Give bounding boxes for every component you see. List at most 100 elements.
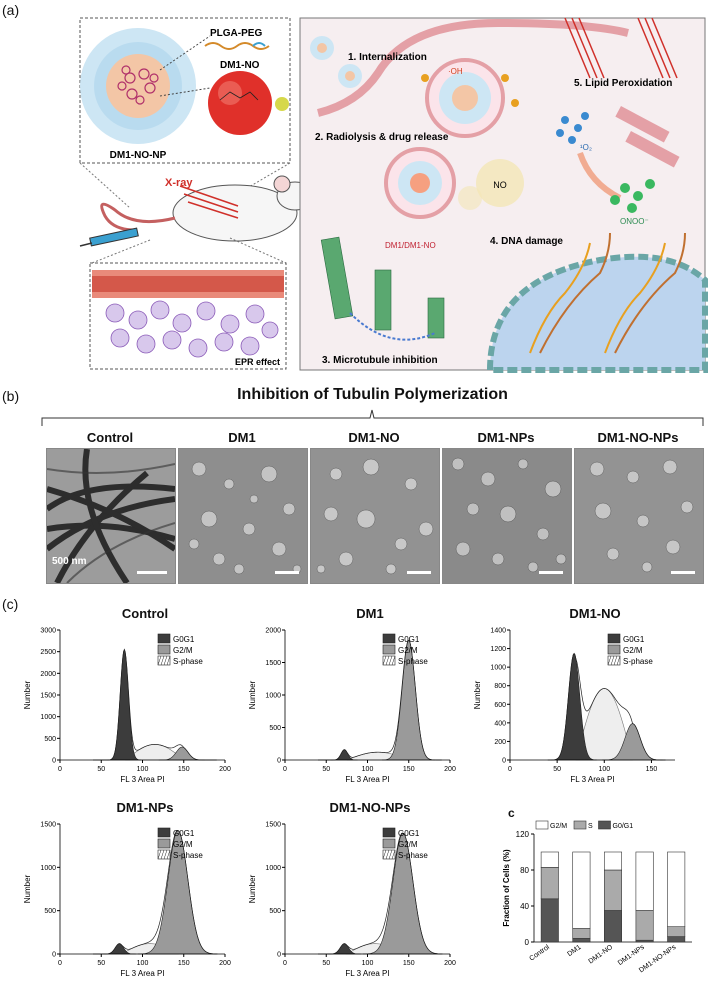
legend-hatch	[388, 655, 393, 666]
legend-hatch	[385, 655, 390, 666]
legend-label: S-phase	[398, 851, 428, 860]
legend-hatch	[166, 655, 171, 666]
legend-hatch	[388, 849, 393, 860]
legend-swatch	[382, 633, 396, 644]
y-axis-label: Number	[248, 680, 257, 709]
legend-hatch	[613, 655, 618, 666]
hist-title-control: Control	[121, 606, 169, 621]
y-axis-label: Number	[473, 680, 482, 709]
x-tick-label: 100	[137, 960, 149, 967]
species-o2: ¹O₂	[580, 143, 592, 152]
x-tick-label: 0	[283, 960, 287, 967]
x-tick-label: 200	[219, 960, 231, 967]
tem-image-dm1-no	[310, 448, 440, 584]
y-tick-label: 0	[52, 952, 56, 959]
bar-legend-label: G0/G1	[613, 823, 634, 830]
x-tick-label: 150	[403, 766, 415, 773]
histogram-envelope	[547, 652, 666, 761]
bar-segment-g0g1	[604, 910, 622, 943]
y-axis-label: Number	[23, 874, 32, 903]
tem-label-dm1-no-nps: DM1-NO-NPs	[597, 430, 679, 445]
tem-image-control	[46, 448, 176, 584]
x-tick-label: 50	[322, 960, 330, 967]
x-tick-label: 150	[646, 766, 658, 773]
tem-label-control: Control	[86, 430, 134, 445]
legend-hatch	[607, 655, 612, 666]
panel-b-bracket	[41, 409, 704, 426]
x-tick-label: 100	[362, 960, 374, 967]
tem-label-dm1: DM1	[228, 430, 256, 445]
step-radiolysis: 2. Radiolysis & drug release	[315, 132, 449, 143]
panel-b-title: Inhibition of Tubulin Polymerization	[237, 386, 508, 403]
step-internalization: 1. Internalization	[348, 52, 427, 63]
species-no: NO	[493, 180, 507, 190]
histogram-envelope	[93, 830, 217, 955]
mouse-body	[172, 184, 298, 242]
polymer-label: PLGA-PEG	[210, 28, 262, 39]
dm1-no-molecule	[208, 71, 272, 135]
syringe	[89, 227, 139, 247]
legend-hatch	[616, 655, 621, 666]
y-axis-label: Number	[248, 874, 257, 903]
legend-label: S-phase	[173, 657, 203, 666]
x-tick-label: 200	[444, 960, 456, 967]
legend-label: S-phase	[398, 657, 428, 666]
species-oh: ·OH	[448, 67, 463, 76]
hist-title-dm1-no-nps: DM1-NO-NPs	[329, 800, 411, 815]
bar-legend-swatch	[598, 820, 611, 830]
y-tick-label: 0	[52, 758, 56, 765]
x-tick-label: 0	[283, 766, 287, 773]
x-tick-label: 0	[58, 766, 62, 773]
np-core	[106, 54, 170, 118]
legend-hatch	[610, 655, 615, 666]
bar-legend-swatch	[535, 820, 549, 830]
y-tick-label: 1000	[265, 865, 281, 872]
bar-y-tick-label: 120	[516, 830, 530, 839]
scale-bar-label: 500 nm	[52, 556, 87, 567]
legend-hatch	[385, 849, 390, 860]
histogram-dm1: 0 500 1000 1500 2000 0 50 100 150 200 FL 3 Area PI…	[248, 628, 456, 785]
bar-y-tick-label: 80	[520, 866, 529, 875]
legend-label: G2/M	[398, 646, 418, 655]
x-tick-label: 50	[97, 960, 105, 967]
legend-swatch	[157, 849, 171, 860]
y-tick-label: 1000	[40, 714, 56, 721]
legend-swatch	[157, 633, 171, 644]
xray-label: X-ray	[165, 177, 193, 189]
legend-label: G2/M	[173, 840, 193, 849]
x-tick-label: 200	[219, 766, 231, 773]
histogram-control: 0 500 1000 1500 2000 2500 3000 0 50 100 150 200 FL 3…	[23, 628, 231, 785]
y-tick-label: 3000	[40, 628, 56, 635]
cell-membrane	[316, 18, 629, 117]
y-tick-label: 1500	[40, 822, 56, 829]
histogram-envelope	[93, 648, 217, 761]
legend-hatch	[382, 849, 387, 860]
y-tick-label: 600	[494, 702, 506, 709]
legend-swatch	[607, 644, 621, 655]
legend-swatch	[157, 838, 171, 849]
tem-label-dm1-nps: DM1-NPs	[477, 430, 535, 445]
y-tick-label: 2500	[40, 649, 56, 656]
panel-b-letter: (b)	[2, 388, 20, 404]
bar-segment-g0g1	[667, 936, 686, 943]
y-tick-label: 500	[44, 908, 56, 915]
bar-category-label: DM1-NO	[588, 944, 615, 966]
drug-label: DM1-NO	[220, 60, 260, 71]
bar-y-axis-label: Fraction of Cells (%)	[502, 849, 511, 927]
epr-label: EPR effect	[235, 357, 280, 367]
legend-label: G2/M	[623, 646, 643, 655]
bar-segment-g0g1	[540, 898, 559, 943]
no-donor-group	[275, 97, 289, 111]
np-label: DM1-NO-NP	[110, 150, 167, 161]
bar-segment-g2m	[635, 851, 654, 911]
tem-label-dm1-no: DM1-NO	[348, 430, 400, 445]
bar-y-tick-label: 0	[525, 938, 530, 947]
y-tick-label: 2000	[265, 628, 281, 635]
panel-c-letter: (c)	[2, 596, 19, 612]
species-drug-release: DM1/DM1-NO	[385, 241, 436, 250]
bar-legend-label: G2/M	[550, 823, 567, 830]
y-tick-label: 500	[269, 908, 281, 915]
bar-segment-g0g1	[572, 938, 591, 943]
legend-hatch	[391, 849, 396, 860]
legend-swatch	[382, 827, 396, 838]
